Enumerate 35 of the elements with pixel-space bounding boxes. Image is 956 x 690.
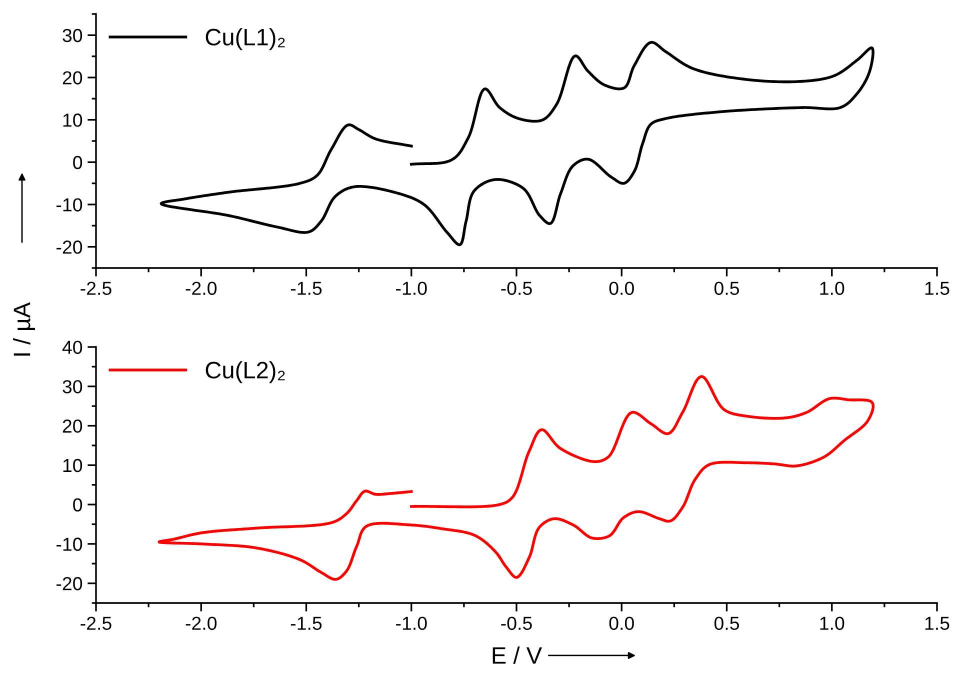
y-tick-label: -20 (56, 240, 82, 254)
x-axis-title: E / V (492, 646, 542, 664)
y-tick-label: 30 (62, 380, 82, 394)
x-tick-label: 0.5 (714, 282, 739, 295)
x-tick-label: 1.5 (925, 282, 950, 295)
y-tick-label: 30 (62, 28, 82, 42)
x-tick-label: 1.0 (820, 616, 844, 630)
legend-label: Cu(L2)₂ (206, 361, 285, 384)
y-axis-title: I / µA (12, 302, 36, 356)
x-tick-label: 1.5 (925, 616, 950, 630)
y-tick-label: 10 (63, 114, 82, 127)
y-tick-label: -10 (56, 538, 82, 551)
y-tick-label: 20 (62, 419, 82, 433)
x-tick-label: -0.5 (501, 616, 532, 630)
x-tick-label: -2.5 (80, 282, 112, 295)
x-tick-label: 1.0 (820, 282, 844, 295)
x-tick-label: -1.0 (396, 616, 427, 630)
y-tick-label: -20 (56, 577, 82, 590)
x-tick-label: 0.5 (714, 616, 739, 630)
y-tick-label: 0 (73, 498, 82, 512)
x-tick-label: -1.5 (290, 282, 322, 295)
y-tick-label: 20 (62, 71, 82, 84)
x-tick-label: -2.0 (186, 282, 217, 295)
x-tick-label: 0.0 (609, 282, 634, 295)
x-tick-label: -2.0 (186, 616, 217, 630)
y-tick-label: 10 (63, 458, 82, 472)
x-tick-label: 0.0 (609, 616, 634, 630)
x-tick-label: -0.5 (501, 282, 532, 295)
y-tick-label: 0 (73, 156, 82, 170)
y-tick-label: 40 (62, 340, 82, 354)
x-tick-label: -1.0 (396, 282, 427, 295)
y-tick-label: -10 (56, 198, 82, 212)
x-tick-label: -2.5 (80, 616, 112, 630)
x-tick-label: -1.5 (290, 616, 322, 630)
legend-label: Cu(L1)₂ (206, 28, 285, 50)
